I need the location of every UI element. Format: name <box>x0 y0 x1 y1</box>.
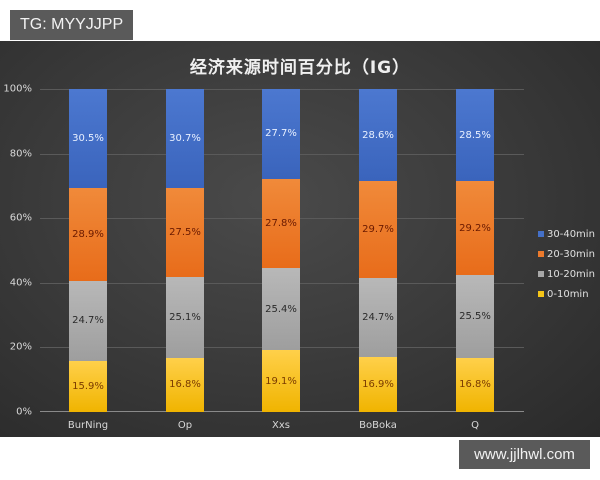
stacked-bar: 19.1% 25.4% 27.8% 27.7% <box>262 89 300 412</box>
x-tick-label: Op <box>177 420 193 431</box>
legend-swatch-icon <box>538 251 544 257</box>
x-tick-label: BoBoka <box>359 420 397 431</box>
y-tick-0: 0% <box>16 406 32 418</box>
legend: 30-40min 20-30min 10-20min 0-10min <box>538 224 595 304</box>
bar-segment: 29.2% <box>456 181 494 276</box>
bar-segment: 27.8% <box>262 178 300 269</box>
legend-item-0-10min[interactable]: 0-10min <box>538 284 595 304</box>
bar-segment: 28.5% <box>456 89 494 182</box>
legend-label: 30-40min <box>547 228 595 240</box>
data-label: 28.9% <box>72 228 104 240</box>
x-tick-label: Q <box>471 420 479 431</box>
data-label: 25.1% <box>169 311 201 323</box>
bar-segment: 30.7% <box>166 89 204 189</box>
bar-segment: 25.5% <box>456 275 494 358</box>
chart-title: 经济来源时间百分比（IG） <box>189 58 411 78</box>
data-label: 16.8% <box>169 379 201 391</box>
data-label: 16.9% <box>362 379 394 391</box>
legend-swatch-icon <box>538 231 544 237</box>
data-label: 24.7% <box>362 311 394 323</box>
data-label: 15.9% <box>72 380 104 392</box>
data-label: 30.7% <box>169 133 201 145</box>
data-label: 28.5% <box>459 129 491 141</box>
stacked-bar: 16.9% 24.7% 29.7% 28.6% <box>359 89 397 412</box>
bar-segment: 16.9% <box>359 357 397 412</box>
bar-segment: 24.7% <box>69 280 107 361</box>
y-tick-100: 100% <box>3 83 32 95</box>
data-label: 19.1% <box>265 375 297 387</box>
y-tick-40: 40% <box>9 277 32 289</box>
bar-segment: 16.8% <box>456 357 494 412</box>
legend-label: 10-20min <box>547 268 595 280</box>
data-label: 29.2% <box>459 222 491 234</box>
stacked-bar: 15.9% 24.7% 28.9% 30.5% <box>69 89 107 412</box>
legend-swatch-icon <box>538 291 544 297</box>
bar-segment: 25.1% <box>166 276 204 358</box>
bar-segment: 19.1% <box>262 350 300 412</box>
data-label: 29.7% <box>362 223 394 235</box>
data-label: 25.4% <box>265 303 297 315</box>
x-tick-label: BurNing <box>67 420 109 431</box>
data-label: 27.7% <box>265 128 297 140</box>
bar-segment: 27.5% <box>166 188 204 277</box>
data-label: 27.8% <box>265 217 297 229</box>
bar-segment: 15.9% <box>69 360 107 412</box>
bar-segment: 27.7% <box>262 89 300 179</box>
y-tick-80: 80% <box>9 148 32 160</box>
data-label: 25.5% <box>459 311 491 323</box>
data-label: 27.5% <box>169 226 201 238</box>
bar-segment: 30.5% <box>69 89 107 188</box>
y-tick-60: 60% <box>9 212 32 224</box>
x-tick-label: Xxs <box>272 420 290 431</box>
legend-label: 20-30min <box>547 248 595 260</box>
watermark: www.jjlhwl.com <box>459 440 590 469</box>
data-label: 16.8% <box>459 379 491 391</box>
legend-item-20-30min[interactable]: 20-30min <box>538 244 595 264</box>
legend-item-10-20min[interactable]: 10-20min <box>538 264 595 284</box>
bar-segment: 24.7% <box>359 277 397 358</box>
data-label: 28.6% <box>362 129 394 141</box>
stacked-bar: 16.8% 25.1% 27.5% 30.7% <box>166 89 204 412</box>
legend-label: 0-10min <box>547 288 589 300</box>
data-label: 24.7% <box>72 315 104 327</box>
legend-item-30-40min[interactable]: 30-40min <box>538 224 595 244</box>
y-tick-20: 20% <box>9 341 32 353</box>
bar-segment: 28.6% <box>359 89 397 182</box>
plot-area: 0% 20% 40% 60% 80% 100% 15.9% 24.7% 28.9% 3… <box>3 84 524 431</box>
bar-segment: 28.9% <box>69 187 107 281</box>
tg-badge: TG: MYYJJPP <box>10 10 134 40</box>
bar-segment: 25.4% <box>262 268 300 351</box>
stacked-bar: 16.8% 25.5% 29.2% 28.5% <box>456 89 494 412</box>
bar-segment: 29.7% <box>359 181 397 278</box>
bar-segment: 16.8% <box>166 357 204 412</box>
legend-swatch-icon <box>538 271 544 277</box>
data-label: 30.5% <box>72 132 104 144</box>
